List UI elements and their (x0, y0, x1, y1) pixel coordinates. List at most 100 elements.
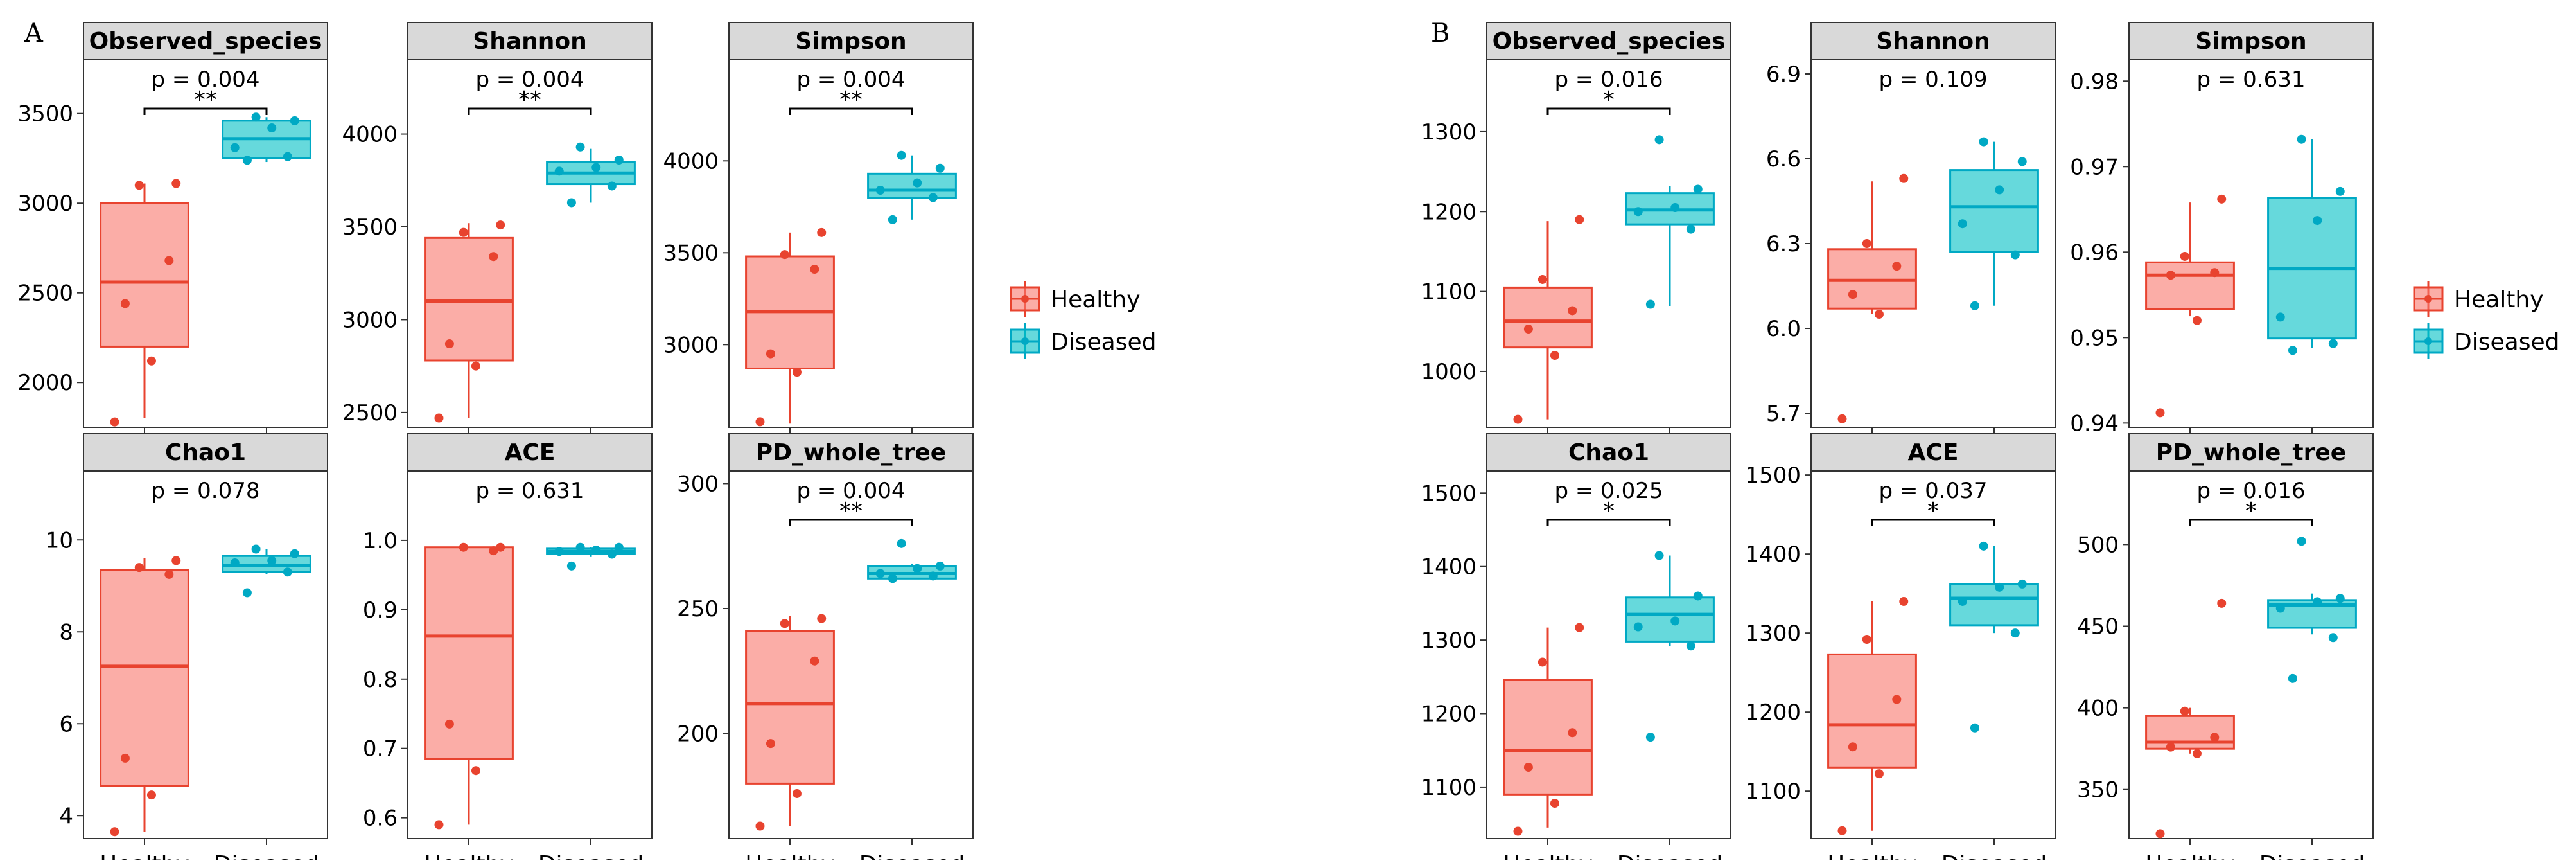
significance-bracket (789, 107, 913, 115)
box-healthy (1827, 653, 1917, 769)
legend-key-point-healthy (1021, 295, 1029, 303)
facet-strip (1486, 22, 1731, 60)
box-diseased (1949, 169, 2039, 253)
data-point-diseased (913, 178, 922, 188)
data-point-diseased (230, 143, 240, 152)
data-point-healthy (1899, 596, 1909, 606)
data-point-diseased (2328, 633, 2338, 643)
data-point-healthy (1550, 351, 1559, 360)
data-point-healthy (164, 256, 174, 265)
panel-label-B: B (1431, 19, 1450, 48)
facet-title: Chao1 (165, 440, 246, 466)
y-tick-label: 4000 (342, 122, 398, 148)
y-tick-label: 3500 (342, 215, 398, 240)
y-tick-label: 6.3 (1766, 231, 1801, 257)
significance-stars: * (1927, 498, 1939, 524)
data-point-diseased (566, 198, 576, 208)
facet-A-PD_whole_tree: PD_whole_tree 200 250 300 Healthy Diseased p =… (677, 433, 974, 863)
y-tick-label: 1000 (1421, 359, 1476, 385)
y-tick-label: 400 (2077, 696, 2119, 722)
facet-title: Chao1 (1568, 440, 1649, 466)
data-point-diseased (283, 567, 292, 577)
box-healthy (745, 630, 835, 785)
y-tick-label: 3000 (17, 191, 73, 217)
data-point-diseased (251, 112, 261, 122)
facet-panel (2128, 470, 2374, 839)
data-point-diseased (267, 556, 277, 565)
data-point-healthy (792, 788, 802, 798)
x-tick-label-healthy: Healthy (2145, 851, 2235, 860)
y-tick-label: 1300 (1421, 628, 1476, 654)
legend-label-diseased: Diseased (2454, 329, 2559, 355)
legend-label-healthy: Healthy (1051, 287, 1141, 313)
facet-A-Observed_species: Observed_species2000250030003500HealthyD… (17, 22, 328, 467)
p-value-label: p = 0.631 (2196, 67, 2305, 93)
data-point-healthy (2166, 271, 2175, 280)
data-point-diseased (1693, 184, 1703, 194)
data-point-diseased (1958, 596, 1967, 606)
legend-key-point-healthy (2424, 295, 2432, 303)
data-point-healthy (1837, 414, 1847, 423)
y-tick-label: 1100 (1745, 779, 1801, 805)
y-tick-label: 0.8 (363, 667, 398, 693)
data-point-diseased (897, 150, 906, 160)
legend-key-point-diseased (2424, 337, 2432, 345)
y-tick-label: 1500 (1421, 481, 1476, 506)
data-point-healthy (2210, 268, 2220, 278)
box-healthy (100, 202, 189, 348)
data-point-healthy (1848, 290, 1857, 299)
data-point-healthy (164, 569, 174, 579)
data-point-diseased (591, 546, 601, 555)
data-point-healthy (110, 417, 119, 427)
data-point-diseased (1970, 723, 1979, 733)
data-point-diseased (251, 544, 261, 554)
y-tick-label: 1400 (1745, 542, 1801, 567)
data-point-diseased (1979, 541, 1988, 551)
box-healthy (2145, 715, 2235, 750)
p-value-label: p = 0.109 (1879, 67, 1987, 93)
p-value-label: p = 0.078 (151, 478, 259, 504)
data-point-diseased (1633, 207, 1643, 217)
data-point-healthy (810, 265, 819, 274)
data-point-diseased (1633, 622, 1643, 632)
y-tick-label: 4 (59, 803, 73, 829)
data-point-diseased (897, 538, 906, 548)
data-point-diseased (1654, 551, 1664, 560)
data-point-healthy (810, 656, 819, 666)
data-point-healthy (1899, 173, 1909, 183)
data-point-diseased (290, 116, 299, 125)
data-point-healthy (817, 227, 827, 237)
data-point-healthy (134, 181, 144, 190)
facet-strip (728, 433, 974, 472)
data-point-diseased (1645, 299, 1655, 309)
data-point-diseased (1693, 591, 1703, 601)
data-point-healthy (755, 417, 765, 427)
significance-bracket (2189, 519, 2313, 526)
data-point-healthy (496, 542, 505, 552)
data-point-diseased (575, 142, 585, 152)
facet-title: Observed_species (89, 28, 322, 55)
data-point-healthy (110, 827, 119, 837)
y-tick-label: 3500 (663, 240, 719, 266)
facet-panel (728, 59, 974, 428)
data-point-diseased (935, 561, 945, 571)
data-point-healthy (146, 356, 156, 366)
legend-b: Healthy Diseased (2413, 281, 2559, 359)
significance-stars: ** (839, 498, 863, 524)
data-point-healthy (817, 614, 827, 623)
box-healthy (424, 236, 514, 362)
data-point-diseased (2335, 186, 2345, 196)
data-point-healthy (2217, 598, 2227, 608)
facet-A-Chao1: Chao1 4 6 8 10 Healthy Diseased p = 0.078 (46, 433, 328, 863)
box-healthy (1503, 286, 1593, 349)
data-point-healthy (2166, 742, 2175, 752)
box-healthy (2145, 261, 2235, 310)
facet-strip (407, 22, 653, 60)
significance-stars: ** (518, 87, 541, 113)
p-value-label: p = 0.016 (2196, 478, 2305, 504)
data-point-diseased (554, 547, 564, 556)
box-diseased (1625, 596, 1715, 643)
data-point-healthy (1538, 274, 1547, 284)
facet-A-Shannon: Shannon2500300035004000HealthyDiseasedp … (342, 22, 653, 467)
data-point-diseased (2297, 537, 2306, 546)
